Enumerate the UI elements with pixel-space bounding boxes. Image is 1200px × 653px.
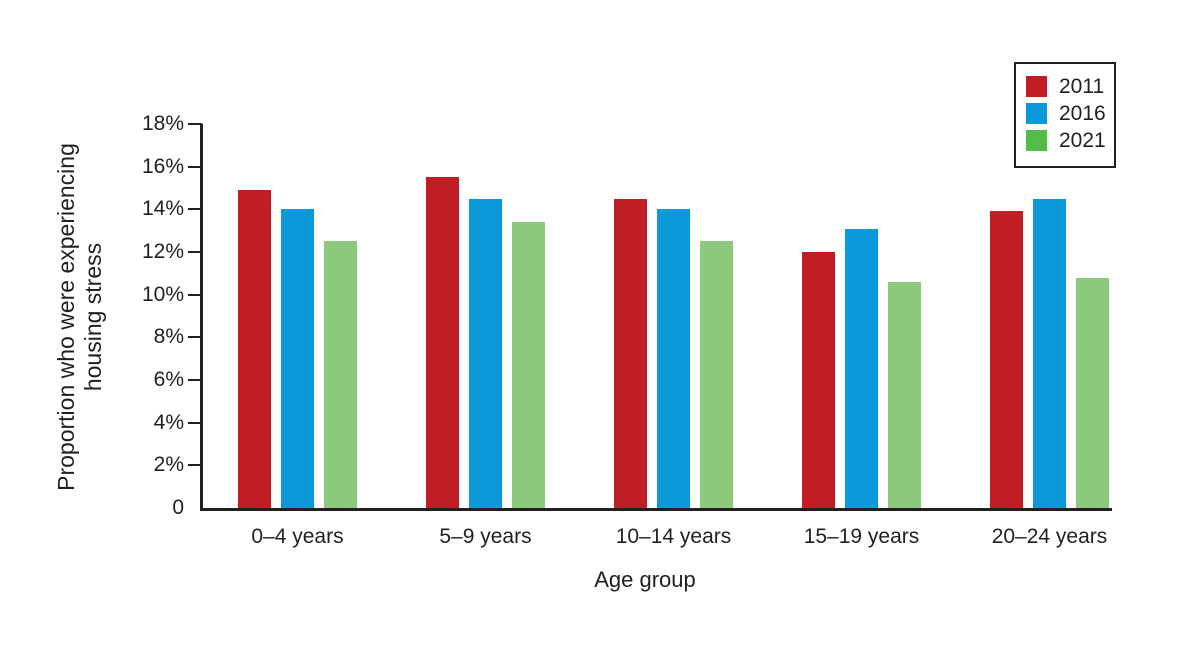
x-category-label-2: 10–14 years	[615, 525, 732, 548]
bar-2011-5–9-years	[426, 177, 459, 508]
legend-item-2021: 2021	[1026, 130, 1114, 151]
y-tick-label-6: 6%	[153, 368, 184, 391]
y-tick-label-4: 4%	[153, 410, 184, 434]
bar-2021-10–14-years	[700, 241, 733, 508]
y-tick-label-16: 16%	[141, 154, 184, 178]
bar-2011-15–19-years	[802, 252, 835, 508]
bar-2016-15–19-years	[845, 228, 878, 508]
y-tick-mark-2	[188, 464, 202, 467]
y-tick-label-14: 14%	[141, 197, 184, 221]
y-axis-title-text: Proportion who were experiencing housing…	[53, 143, 107, 491]
bar-2011-20–24-years	[990, 211, 1023, 508]
legend-entries: 2011 2016 2021	[1026, 76, 1114, 151]
legend-swatch-2011	[1026, 76, 1047, 97]
y-tick-label-0: 0	[172, 496, 184, 519]
x-category-label-1: 5–9 years	[439, 525, 532, 548]
legend: 2011 2016 2021	[1014, 62, 1116, 168]
bar-2021-20–24-years	[1076, 277, 1109, 508]
legend-label-2021: 2021	[1059, 129, 1106, 152]
y-tick-label-2: 2%	[153, 453, 184, 477]
y-tick-mark-16	[188, 165, 202, 168]
y-tick-label-10: 10%	[141, 282, 184, 306]
bar-2016-10–14-years	[657, 209, 690, 508]
y-tick-label-12: 12%	[141, 240, 184, 263]
bar-2021-15–19-years	[888, 281, 921, 508]
bar-2021-0–4-years	[324, 241, 357, 508]
x-category-label-3: 15–19 years	[803, 525, 920, 548]
y-axis-title-line-1: Proportion who were experiencing	[53, 143, 79, 491]
y-tick-mark-12	[188, 251, 202, 253]
bar-2021-5–9-years	[512, 222, 545, 508]
y-axis-line	[200, 124, 203, 511]
x-axis-line	[200, 508, 1112, 511]
bar-2016-20–24-years	[1033, 198, 1066, 508]
legend-label-2011: 2011	[1059, 75, 1105, 98]
y-tick-mark-18	[188, 123, 202, 125]
bar-2016-0–4-years	[281, 209, 314, 508]
legend-label-2016: 2016	[1059, 102, 1106, 125]
y-tick-mark-8	[188, 336, 202, 339]
x-category-label-4: 20–24 years	[991, 525, 1108, 548]
y-tick-mark-4	[188, 421, 202, 424]
y-tick-mark-6	[188, 379, 202, 381]
x-axis-title: Age group	[594, 567, 696, 592]
legend-item-2011: 2011	[1026, 76, 1114, 97]
y-tick-mark-10	[188, 293, 202, 296]
bar-2016-5–9-years	[469, 198, 502, 508]
y-tick-mark-14	[188, 208, 202, 211]
x-category-label-0: 0–4 years	[251, 525, 344, 548]
bar-2011-0–4-years	[238, 190, 271, 508]
legend-swatch-2016	[1026, 103, 1047, 124]
legend-item-2016: 2016	[1026, 103, 1114, 124]
y-tick-label-18: 18%	[141, 112, 184, 135]
y-axis-title-line-2: housing stress	[80, 242, 106, 392]
y-tick-label-8: 8%	[153, 325, 184, 349]
bar-2011-10–14-years	[614, 198, 647, 508]
legend-swatch-2021	[1026, 130, 1047, 151]
